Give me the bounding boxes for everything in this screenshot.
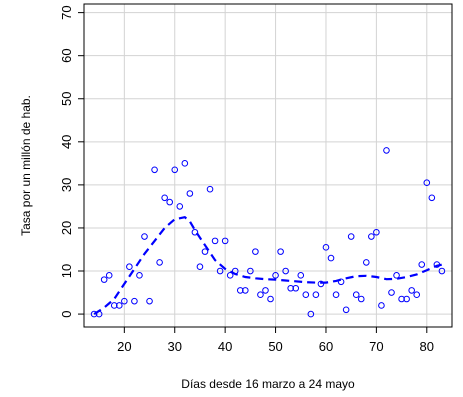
data-point bbox=[428, 194, 436, 202]
data-point bbox=[347, 233, 355, 240]
data-point bbox=[247, 267, 254, 275]
x-tick-label: 80 bbox=[420, 339, 434, 354]
data-point bbox=[352, 291, 360, 299]
x-tick-label: 50 bbox=[268, 339, 282, 354]
data-point bbox=[141, 233, 148, 240]
data-point bbox=[282, 267, 289, 275]
data-point bbox=[317, 280, 325, 288]
y-axis: 0 10 20 30 40 50 60 70 bbox=[59, 5, 84, 318]
data-point bbox=[191, 228, 199, 236]
x-axis-title: Días desde 16 marzo a 24 mayo bbox=[181, 377, 355, 391]
data-point bbox=[368, 233, 375, 240]
data-point bbox=[176, 203, 184, 210]
trend-line bbox=[93, 216, 443, 316]
grid bbox=[84, 4, 452, 327]
data-point bbox=[322, 244, 330, 251]
y-axis-title: Tasa por un millón de hab. bbox=[19, 95, 33, 236]
data-point bbox=[408, 287, 415, 294]
data-point bbox=[383, 147, 390, 154]
data-point bbox=[171, 166, 179, 174]
data-point bbox=[216, 267, 224, 275]
y-tick-label: 40 bbox=[59, 135, 74, 149]
data-point bbox=[211, 237, 219, 245]
x-tick-label: 40 bbox=[218, 339, 232, 354]
data-point bbox=[201, 248, 209, 255]
data-point bbox=[136, 272, 143, 279]
y-tick-label: 10 bbox=[59, 264, 74, 278]
data-points bbox=[90, 147, 446, 318]
data-point bbox=[297, 272, 305, 279]
data-point bbox=[110, 302, 118, 309]
x-tick-label: 60 bbox=[319, 339, 333, 354]
data-point bbox=[161, 194, 168, 202]
data-point bbox=[252, 248, 259, 255]
data-point bbox=[398, 295, 405, 303]
data-point bbox=[327, 254, 335, 262]
y-tick-label: 20 bbox=[59, 221, 74, 235]
data-point bbox=[115, 302, 123, 309]
data-point bbox=[206, 185, 214, 193]
x-tick-label: 20 bbox=[117, 339, 131, 354]
data-point bbox=[302, 291, 310, 299]
data-point bbox=[388, 289, 395, 296]
data-point bbox=[307, 310, 315, 318]
data-point bbox=[312, 291, 320, 299]
x-tick-label: 30 bbox=[168, 339, 182, 354]
x-tick-label: 70 bbox=[369, 339, 383, 354]
data-point bbox=[267, 295, 274, 303]
data-point bbox=[413, 291, 421, 299]
y-tick-label: 60 bbox=[59, 48, 74, 62]
data-point bbox=[257, 291, 264, 299]
data-point bbox=[186, 190, 194, 197]
data-point bbox=[126, 263, 133, 271]
data-point bbox=[403, 295, 410, 303]
data-point bbox=[363, 259, 370, 266]
data-point bbox=[357, 295, 365, 303]
y-tick-label: 30 bbox=[59, 178, 74, 192]
data-point bbox=[221, 237, 229, 245]
data-point bbox=[121, 297, 128, 305]
data-point bbox=[151, 166, 158, 174]
data-point bbox=[236, 287, 244, 294]
y-tick-label: 50 bbox=[59, 92, 74, 106]
data-point bbox=[277, 248, 284, 255]
y-tick-label: 70 bbox=[59, 5, 74, 19]
data-point bbox=[262, 287, 269, 294]
data-point bbox=[105, 272, 113, 279]
data-point bbox=[337, 278, 345, 286]
data-point bbox=[438, 267, 446, 275]
data-point bbox=[342, 306, 350, 314]
data-point bbox=[393, 272, 400, 279]
data-point bbox=[332, 291, 340, 299]
data-point bbox=[181, 160, 189, 167]
data-point bbox=[242, 287, 249, 294]
plot-frame bbox=[83, 3, 453, 328]
data-point bbox=[287, 284, 294, 292]
data-point bbox=[146, 297, 153, 305]
data-point bbox=[272, 272, 279, 279]
data-point bbox=[196, 263, 204, 271]
data-point bbox=[90, 310, 98, 318]
data-point bbox=[418, 261, 426, 268]
data-point bbox=[166, 198, 173, 206]
data-point bbox=[100, 276, 108, 283]
data-point bbox=[423, 179, 431, 187]
data-point bbox=[378, 302, 385, 309]
y-tick-label: 0 bbox=[59, 310, 74, 317]
data-point bbox=[373, 228, 380, 236]
data-point bbox=[156, 259, 163, 266]
x-axis: 20 30 40 50 60 70 80 bbox=[117, 327, 434, 354]
data-point bbox=[292, 284, 300, 292]
data-point bbox=[131, 297, 138, 305]
